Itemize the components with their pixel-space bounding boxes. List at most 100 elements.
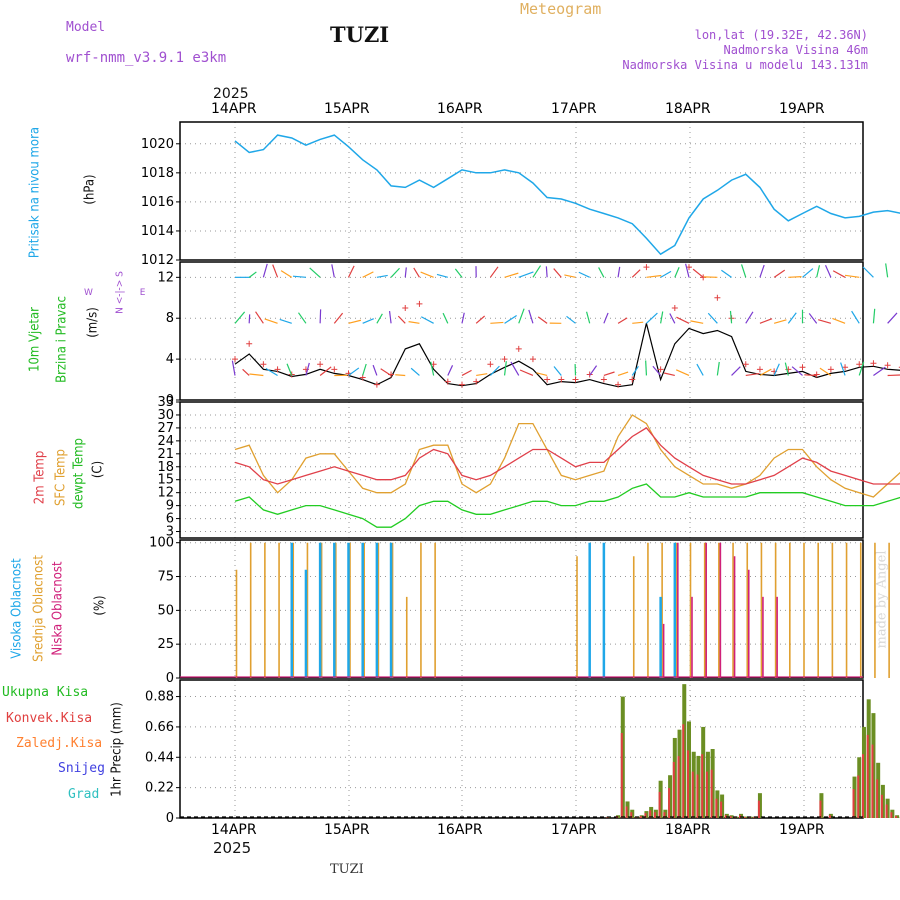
precip-conv-bar	[866, 734, 869, 818]
wind-arrow	[333, 312, 344, 324]
wind-arrow	[447, 365, 454, 376]
wind-arrow	[862, 266, 874, 278]
precip-legend-strat: Zaledj.Kisa	[16, 736, 103, 751]
sfc-temp-line	[234, 414, 900, 498]
wind-arrow	[504, 272, 519, 278]
wind-gust-marker	[402, 305, 409, 311]
wind-gust-marker	[742, 361, 749, 368]
wind-arrow	[773, 319, 787, 324]
wind-arrow	[234, 311, 246, 324]
wind-arrow	[676, 316, 690, 324]
wind-arrow	[461, 312, 465, 324]
precip-conv-bar	[710, 769, 713, 818]
wind-arrow	[873, 366, 886, 376]
wind-arrow	[410, 367, 420, 376]
wind-arrow	[279, 318, 292, 324]
wind-arrow	[663, 372, 675, 377]
wind-arrow	[286, 363, 293, 376]
wind-arrow	[787, 312, 797, 324]
wind-arrow	[740, 264, 747, 278]
precip-conv-bar	[630, 812, 633, 818]
top-date-label: 15APR	[324, 101, 370, 117]
wind-arrow	[504, 314, 517, 324]
wind-arrow	[420, 271, 434, 278]
y-tick-label: 12	[157, 270, 174, 285]
temp-2m-line	[234, 427, 900, 485]
precip-legend-total: Ukupna Kisa	[2, 685, 89, 700]
wind-arrow	[804, 374, 817, 377]
wind-arrow	[380, 368, 392, 376]
wind-arrow	[430, 361, 435, 376]
panel-frame	[179, 261, 864, 401]
precip-conv-bar	[639, 816, 642, 818]
wind-arrow	[690, 320, 704, 324]
precip-conv-bar	[828, 815, 831, 818]
y-tick-label: 1018	[141, 166, 174, 181]
y-tick-label: 75	[157, 570, 174, 585]
y-tick-label: 33	[157, 395, 174, 410]
top-date-label: 18APR	[665, 101, 711, 117]
y-tick-label: 0.88	[145, 690, 174, 705]
y-tick-label: 12	[157, 486, 174, 501]
wind-gust-marker	[232, 356, 238, 363]
wind-arrow	[519, 369, 534, 377]
wind-arrow	[578, 271, 590, 278]
precip-conv-bar	[625, 806, 628, 818]
precip-conv-bar	[720, 801, 723, 818]
wind-arrow	[537, 316, 548, 324]
wind-arrow	[413, 267, 420, 278]
wind-arrow	[388, 310, 392, 324]
wind-gust-marker	[884, 362, 891, 369]
precip-conv-bar	[861, 754, 864, 818]
wind-arrow	[292, 275, 306, 278]
wind-gust-marker	[459, 381, 465, 388]
wind-arrow	[489, 266, 499, 278]
wind-gust-marker	[615, 381, 622, 388]
wind-arrow	[645, 360, 648, 376]
precip-conv-bar	[876, 779, 879, 818]
y-tick-label: 50	[157, 603, 174, 618]
y-tick-label: 0.44	[145, 750, 174, 765]
top-date-label: 16APR	[437, 101, 483, 117]
wind-arrow	[669, 313, 676, 324]
wind-arrow	[696, 363, 704, 376]
precip-conv-bar	[857, 775, 860, 818]
precip-conv-bar	[658, 791, 661, 818]
wind-arrow	[773, 363, 780, 376]
wind-arrow	[759, 368, 772, 376]
wind-arrow	[632, 321, 644, 324]
wind-arrow	[646, 274, 662, 278]
wind-arrow	[840, 362, 846, 376]
wind-arrow	[603, 371, 615, 377]
wind-arrow	[660, 270, 672, 278]
wind-arrow	[685, 263, 690, 278]
wind-arrow	[872, 308, 876, 324]
precip-conv-bar	[649, 810, 652, 818]
wind-arrow	[586, 311, 591, 324]
wind-arrow	[631, 269, 641, 278]
y-tick-label: 27	[157, 421, 174, 436]
wind-gust-marker	[331, 366, 338, 373]
wind-arrow	[598, 267, 605, 278]
wind-arrow	[603, 312, 609, 324]
y-tick-label: 1012	[141, 253, 174, 268]
wind-gust-marker	[529, 356, 536, 363]
wind-arrow	[818, 319, 832, 324]
precip-conv-bar	[715, 798, 718, 818]
precip-conv-bar	[691, 771, 694, 818]
station-title: TUZI	[330, 22, 390, 47]
precip-conv-bar	[705, 771, 708, 818]
y-tick-label: 4	[166, 352, 174, 367]
precip-conv-bar	[871, 744, 874, 818]
wind-arrow	[489, 365, 500, 376]
precip-conv-bar	[701, 754, 704, 818]
wind-gust-marker	[870, 360, 877, 367]
wind-gust-marker	[416, 300, 423, 307]
wind-arrow	[348, 367, 360, 376]
wind-arrow	[536, 372, 548, 377]
wind-gust-marker	[487, 361, 494, 368]
wind-arrow	[660, 311, 664, 324]
wind-arrow	[305, 362, 310, 376]
wind-arrow	[376, 274, 388, 278]
wind-gust-marker	[856, 361, 863, 368]
